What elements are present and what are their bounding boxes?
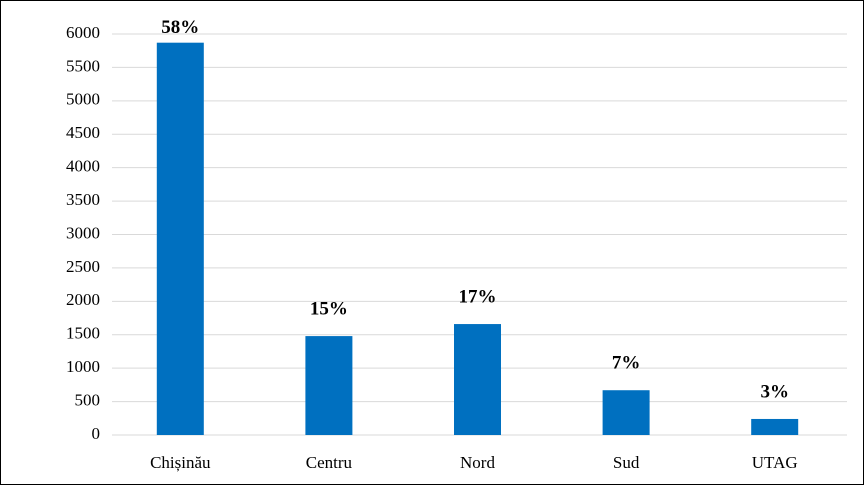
y-tick-label: 1500 (66, 324, 100, 343)
y-tick-label: 1000 (66, 357, 100, 376)
y-tick-label: 3000 (66, 223, 100, 242)
data-label: 17% (459, 286, 497, 307)
bar (305, 336, 353, 435)
x-tick-label: Sud (613, 453, 640, 472)
y-tick-label: 5500 (66, 56, 100, 75)
y-tick-label: 6000 (66, 23, 100, 42)
data-label: 15% (310, 298, 348, 319)
y-tick-label: 5000 (66, 90, 100, 109)
data-label: 58% (161, 17, 199, 38)
bar (454, 324, 501, 435)
x-tick-label: UTAG (752, 453, 798, 472)
bar (602, 390, 650, 435)
x-tick-label: Nord (460, 453, 495, 472)
y-tick-label: 500 (75, 390, 101, 409)
y-tick-label: 4000 (66, 157, 100, 176)
y-tick-label: 2000 (66, 290, 100, 309)
y-tick-label: 0 (92, 424, 101, 443)
y-tick-label: 4500 (66, 123, 100, 142)
y-tick-label: 2500 (66, 257, 100, 276)
x-tick-label: Chișinău (150, 453, 211, 472)
bar (156, 42, 204, 436)
y-tick-label: 3500 (66, 190, 100, 209)
bar (751, 418, 799, 435)
data-label: 3% (760, 381, 789, 402)
x-tick-label: Centru (306, 453, 353, 472)
data-label: 7% (612, 353, 641, 374)
